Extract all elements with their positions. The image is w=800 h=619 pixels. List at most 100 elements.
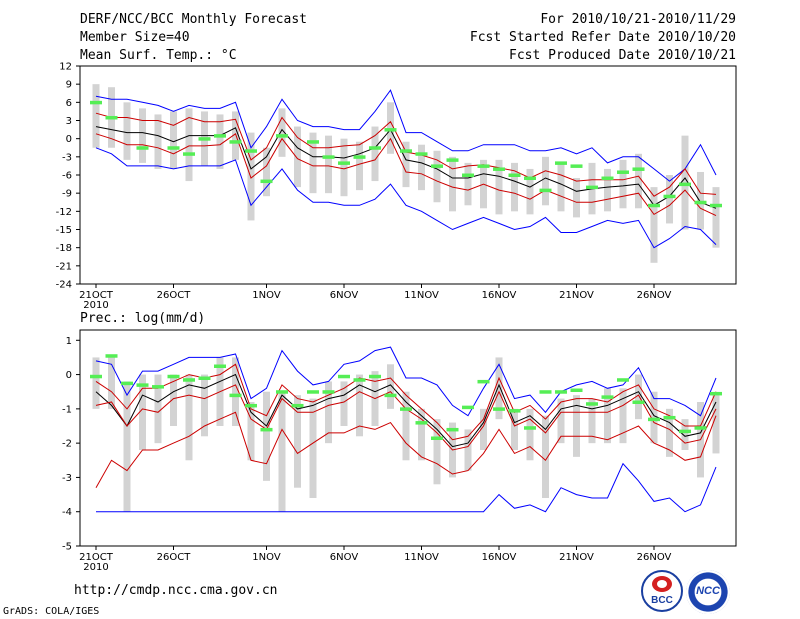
temp-spread-bar (464, 162, 472, 206)
prec-xtick-label: 16NOV (482, 552, 517, 563)
temp-spread-bar (387, 102, 394, 154)
temp-observed-mark (245, 149, 257, 153)
temp-spread-bar (232, 111, 239, 160)
temp-line-max (95, 89, 717, 182)
temp-spread-bar (340, 138, 348, 197)
prec-observed-mark (446, 427, 459, 432)
forecast-period: For 2010/10/21-2010/11/29 (540, 12, 736, 27)
temp-ytick-label: 9 (66, 80, 72, 91)
prec-spread-bar (557, 398, 565, 444)
prec-line-mean (95, 373, 717, 448)
temp-observed-mark (338, 161, 350, 165)
prec-spread-bar (573, 395, 580, 457)
temp-xtick-label: 21OCT (79, 290, 114, 301)
temp-spread-bar (697, 171, 704, 230)
temp-ytick-label: 6 (66, 98, 72, 109)
temp-observed-mark (617, 170, 629, 174)
prec-spread-bar (635, 374, 642, 420)
prec-observed-mark (617, 378, 629, 382)
prec-observed-mark (183, 378, 195, 382)
prec-spread-bar (356, 374, 363, 437)
prec-spread-bar (681, 419, 689, 450)
temp-observed-mark (493, 167, 505, 171)
prec-xtick-label: 1NOV (252, 552, 281, 563)
temp-observed-mark (586, 185, 598, 190)
prec-spread-bar (154, 374, 162, 444)
prec-observed-mark (493, 407, 505, 411)
ncc-logo: NCC (686, 570, 730, 614)
prec-spread-bar (247, 402, 255, 461)
temp-spread-bar (123, 102, 131, 160)
temp-observed-mark (136, 146, 149, 150)
prec-observed-mark (601, 395, 614, 399)
temp-spread-bar (542, 156, 549, 206)
prec-ytick-label: -4 (62, 507, 72, 518)
prec-observed-mark (477, 379, 490, 384)
temp-observed-mark (276, 134, 288, 138)
bcc-logo-text: BCC (651, 595, 673, 606)
prec-spread-bar (712, 395, 720, 454)
prec-ytick-label: -1 (62, 404, 72, 415)
prec-xtick-label: 21NOV (559, 552, 594, 563)
prec-line-lowest (96, 462, 717, 513)
temp-spread-bar (216, 114, 224, 169)
prec-observed-mark (710, 391, 722, 396)
forecast-started: Fcst Started Refer Date 2010/10/20 (469, 30, 736, 45)
prec-spread-bar (464, 429, 472, 471)
chart-title: DERF/NCC/BCC Monthly Forecast (80, 12, 307, 27)
prec-observed-mark (136, 383, 149, 387)
prec-spread-bar (588, 398, 596, 444)
prec-spread-bar (387, 364, 394, 409)
prec-observed-mark (663, 415, 676, 420)
prec-line-max (95, 346, 717, 417)
temp-observed-mark (214, 134, 226, 138)
prec-ytick-label: 0 (66, 370, 72, 381)
temp-spread-bar (371, 126, 379, 182)
prec-observed-mark (105, 354, 118, 358)
prec-spread-bar (604, 388, 611, 444)
prec-spread-bar (619, 388, 627, 444)
temp-spread-bar (154, 114, 162, 169)
temp-spread-bar (185, 108, 193, 182)
prec-spread-bar (201, 374, 208, 437)
prec-ytick-label: 1 (66, 336, 72, 347)
prec-observed-mark (245, 403, 257, 408)
temp-line-min (95, 147, 717, 249)
temp-observed-mark (663, 194, 676, 199)
temp-spread-bar (650, 187, 658, 263)
prec-spread-bar (480, 408, 487, 450)
forecast-produced: Fcst Produced Date 2010/10/21 (509, 48, 736, 63)
temp-spread-bar (278, 108, 286, 157)
prec-spread-bar (123, 381, 131, 512)
temp-ytick-label: -15 (56, 225, 72, 236)
prec-observed-mark (260, 427, 273, 432)
temp-observed-mark (570, 164, 583, 168)
grads-credit: GrADS: COLA/IGES (3, 606, 100, 617)
prec-xtick-label: 26OCT (157, 552, 192, 563)
temp-observed-mark (260, 179, 273, 184)
temp-observed-mark (105, 115, 118, 120)
temp-observed-mark (446, 158, 459, 162)
temp-spread-bar (573, 178, 580, 218)
prec-observed-mark (508, 409, 521, 413)
ncc-logo-text: NCC (696, 585, 720, 597)
member-size: Member Size=40 (80, 30, 190, 45)
temp-spread-bar (418, 144, 425, 191)
temp-observed-mark (555, 161, 567, 165)
temp-spread-bar (356, 141, 363, 191)
prec-line-min (95, 411, 717, 488)
prec-xtick-year: 2010 (83, 562, 108, 573)
temp-spread-bar (294, 126, 301, 188)
temp-xtick-label: 21NOV (559, 290, 594, 301)
prec-ytick-label: -3 (62, 473, 72, 484)
prec-observed-mark (586, 402, 598, 406)
temp-ytick-label: -6 (62, 171, 72, 182)
temp-observed-mark (90, 100, 102, 105)
temp-observed-mark (167, 146, 180, 150)
prec-xtick-label: 6NOV (330, 552, 359, 563)
temp-ytick-label: -21 (56, 261, 72, 272)
prec-spread-bar (340, 381, 348, 426)
prec-observed-mark (400, 407, 412, 411)
source-url[interactable]: http://cmdp.ncc.cma.gov.cn (74, 583, 278, 598)
temp-ytick-label: 12 (59, 62, 72, 73)
